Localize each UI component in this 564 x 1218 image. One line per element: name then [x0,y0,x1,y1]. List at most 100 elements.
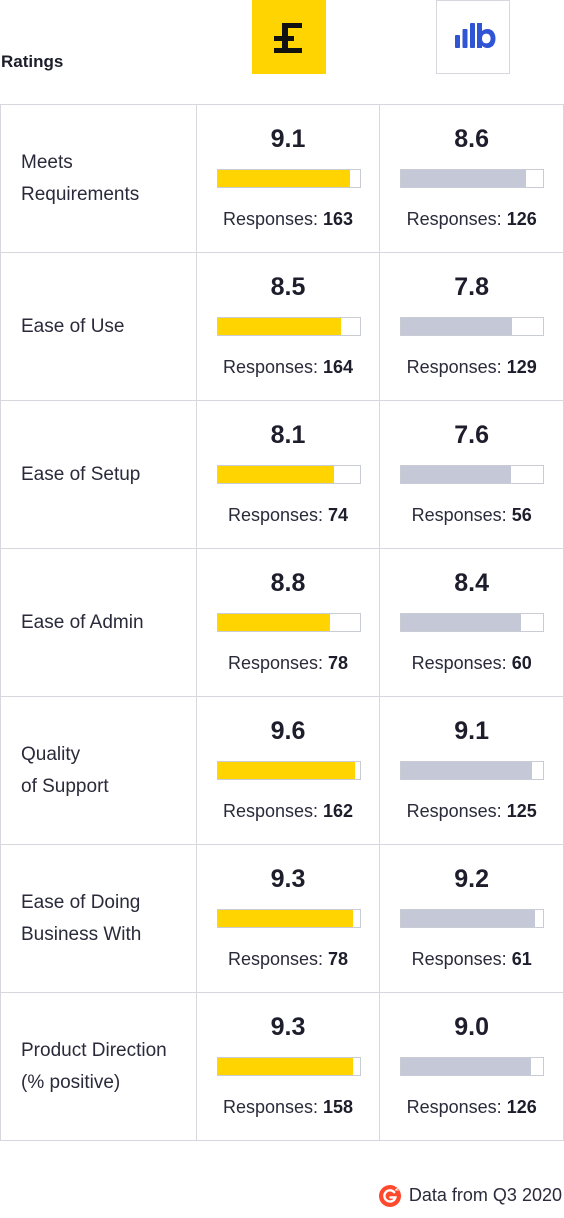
product-b-score-cell: 9.1 Responses: 125 [380,697,564,844]
product-a-score: 9.3 [270,1013,306,1041]
product-b-score-cell: 7.8 Responses: 129 [380,253,564,400]
score-bar [216,613,361,632]
product-b-score-cell: 9.2 Responses: 61 [380,845,564,992]
responses-count: Responses: 126 [380,1097,563,1118]
responses-number: 126 [506,1097,537,1117]
responses-number: 162 [323,801,354,821]
responses-number: 60 [511,653,532,673]
rating-row: Ease of Doing Business With 9.3 Responses:… [1,845,564,993]
product-b-score-cell: 8.6 Responses: 126 [380,105,564,252]
product-b-score: 7.6 [454,421,490,449]
responses-label: Responses: [406,357,502,377]
responses-label: Responses: [222,801,319,821]
score-bar-fill [401,614,521,631]
rating-label: Ease of Admin [21,611,144,633]
responses-number: 78 [328,949,349,969]
responses-count: Responses: 162 [197,801,380,822]
score-bar [216,1057,361,1076]
product-a-logo[interactable] [252,0,326,74]
product-a-score-cell: 8.1 Responses: 74 [197,401,381,548]
responses-count: Responses: 163 [197,209,380,230]
responses-label: Responses: [406,1097,502,1117]
product-b-score: 9.1 [454,717,490,745]
responses-label: Responses: [222,357,319,377]
responses-number: 74 [328,505,349,525]
score-bar [216,909,361,928]
responses-number: 125 [506,801,537,821]
score-bar-fill [217,614,330,631]
product-a-score-cell: 9.1 Responses: 163 [197,105,381,252]
responses-count: Responses: 125 [380,801,563,822]
g2-logo-icon: 2 [378,1184,401,1207]
responses-number: 61 [511,949,532,969]
score-bar [400,465,545,484]
ratings-table: Meets Requirements 9.1 Responses: 163 8.6 Re… [0,104,564,1141]
responses-number: 164 [323,357,354,377]
rating-label-cell: Quality of Support [1,697,197,844]
rating-label-cell: Ease of Setup [1,401,197,548]
rating-row: Ease of Admin 8.8 Responses: 78 8.4 Response… [1,549,564,697]
product-a-score-cell: 8.5 Responses: 164 [197,253,381,400]
score-bar-fill [401,466,511,483]
score-bar [400,761,545,780]
score-bar-fill [217,1058,353,1075]
rating-label-cell: Product Direction (% positive) [1,993,197,1140]
product-b-logo-icon [455,23,496,48]
product-b-score-cell: 9.0 Responses: 126 [380,993,564,1140]
responses-count: Responses: 164 [197,357,380,378]
product-a-score: 9.1 [270,125,306,153]
responses-count: Responses: 126 [380,209,563,230]
rating-label: Meets Requirements [21,151,140,205]
score-bar [216,761,361,780]
score-bar [216,317,361,336]
score-bar-fill [217,318,342,335]
product-b-score: 9.2 [454,865,490,893]
score-bar-fill [401,1058,531,1075]
responses-label: Responses: [411,949,507,969]
rating-label: Ease of Doing Business With [21,891,142,945]
score-bar-fill [217,910,353,927]
score-bar [216,169,361,188]
responses-number: 126 [506,209,537,229]
responses-count: Responses: 56 [380,505,563,526]
responses-label: Responses: [227,949,324,969]
responses-count: Responses: 61 [380,949,563,970]
product-b-score: 8.4 [454,569,490,597]
product-a-score-cell: 9.6 Responses: 162 [197,697,381,844]
svg-text:2: 2 [395,1184,400,1192]
rating-row: Meets Requirements 9.1 Responses: 163 8.6 Re… [1,105,564,253]
responses-number: 163 [323,209,354,229]
product-a-score-cell: 9.3 Responses: 78 [197,845,381,992]
responses-label: Responses: [222,209,319,229]
product-b-logo[interactable] [436,0,510,74]
score-bar-fill [217,762,356,779]
responses-count: Responses: 74 [197,505,380,526]
responses-number: 158 [323,1097,354,1117]
responses-label: Responses: [227,653,324,673]
rating-label-cell: Ease of Admin [1,549,197,696]
score-bar [400,317,545,336]
product-b-score: 8.6 [454,125,490,153]
rating-label: Quality of Support [21,743,109,797]
responses-count: Responses: 129 [380,357,563,378]
footer: 2 Data from Q3 2020 [377,1181,562,1209]
score-bar-fill [217,170,350,187]
rating-label: Ease of Setup [21,463,141,485]
score-bar [216,465,361,484]
product-a-score: 8.8 [270,569,306,597]
responses-label: Responses: [406,209,502,229]
ratings-title: Ratings [1,52,64,71]
product-a-score-cell: 9.3 Responses: 158 [197,993,381,1140]
product-a-logo-icon [274,23,302,53]
responses-number: 129 [506,357,537,377]
responses-count: Responses: 78 [197,653,380,674]
rating-label: Product Direction (% positive) [21,1039,167,1093]
rating-label-cell: Ease of Use [1,253,197,400]
product-a-score: 9.3 [270,865,306,893]
score-bar [400,1057,545,1076]
product-b-score-cell: 7.6 Responses: 56 [380,401,564,548]
responses-label: Responses: [411,653,507,673]
score-bar [400,909,545,928]
score-bar [400,169,545,188]
responses-number: 78 [328,653,349,673]
